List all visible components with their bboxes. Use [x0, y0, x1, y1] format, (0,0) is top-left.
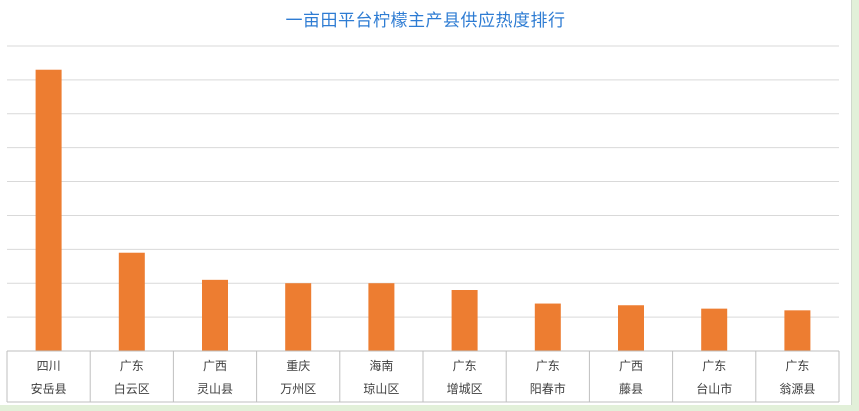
bar — [784, 310, 811, 351]
category-county-label: 增城区 — [447, 382, 483, 396]
bar — [285, 283, 312, 351]
category-province-label: 广东 — [120, 359, 144, 373]
chart-frame: 一亩田平台柠檬主产县供应热度排行 四川安岳县 广东白云区 广西灵山县 重庆万州区 海南琼… — [0, 0, 852, 405]
category-province-label: 广东 — [453, 359, 477, 373]
category-county-label: 白云区 — [114, 381, 150, 396]
category-province-label: 广东 — [702, 359, 726, 373]
category-province-label: 广东 — [536, 359, 560, 373]
category-county-label: 阳春市 — [530, 381, 566, 396]
category-province-label: 四川 — [37, 359, 61, 373]
category-county-label: 万州区 — [280, 382, 316, 396]
category-county-label: 藤县 — [619, 382, 643, 396]
bar — [451, 290, 478, 351]
category-province-label: 海南 — [369, 358, 393, 373]
bar — [202, 279, 228, 351]
category-province-label: 重庆 — [286, 359, 310, 373]
bar — [118, 252, 145, 351]
bottom-strip — [0, 405, 859, 411]
bar — [368, 283, 395, 351]
bar — [701, 308, 728, 351]
category-county-label: 灵山县 — [197, 382, 233, 396]
category-county-label: 安岳县 — [31, 381, 67, 396]
category-province-label: 广西 — [619, 359, 643, 373]
category-county-label: 翁源县 — [779, 382, 815, 396]
bar — [534, 303, 561, 351]
category-province-label: 广西 — [203, 359, 227, 373]
bar — [618, 305, 644, 351]
category-county-label: 琼山区 — [363, 381, 399, 396]
category-province-label: 广东 — [785, 359, 809, 373]
category-county-label: 台山市 — [696, 381, 732, 396]
chart-title: 一亩田平台柠檬主产县供应热度排行 — [285, 11, 566, 31]
bar — [35, 69, 62, 351]
